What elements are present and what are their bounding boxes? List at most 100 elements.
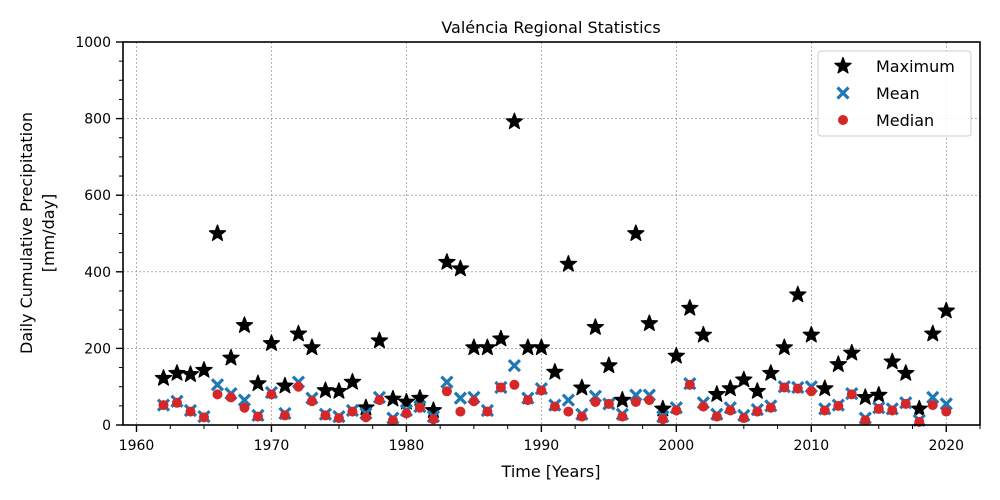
legend-label-maximum: Maximum xyxy=(876,57,955,76)
data-point-median xyxy=(333,413,344,424)
data-point-maximum xyxy=(492,329,510,347)
data-point-mean xyxy=(561,393,576,407)
data-point-median xyxy=(279,410,290,421)
data-point-median xyxy=(347,406,358,417)
data-point-maximum xyxy=(816,379,834,397)
data-point-maximum xyxy=(681,299,699,316)
data-point-maximum xyxy=(613,391,632,408)
data-point-maximum xyxy=(735,370,753,388)
data-point-maximum xyxy=(600,356,618,374)
data-point-median xyxy=(252,411,263,422)
data-point-maximum xyxy=(640,314,659,331)
tick-layer: 1960 1970 1980 1990 2000 2010 2020 0 200 400 600 80… xyxy=(75,35,981,454)
data-point-median xyxy=(428,414,439,425)
data-point-maximum xyxy=(762,364,780,381)
data-point-median xyxy=(266,389,277,400)
data-point-maximum xyxy=(829,355,847,372)
data-point-median xyxy=(738,413,749,424)
data-point-median xyxy=(873,403,884,414)
data-point-maximum xyxy=(708,385,726,402)
data-point-median xyxy=(576,411,587,422)
data-point-median xyxy=(360,412,371,423)
data-point-median xyxy=(792,383,803,394)
data-point-maximum xyxy=(856,388,874,405)
data-point-maximum xyxy=(897,364,915,381)
x-tick-label: 1970 xyxy=(254,438,290,454)
data-point-maximum xyxy=(330,382,348,399)
data-point-maximum xyxy=(181,365,200,382)
data-point-median xyxy=(765,402,776,413)
data-point-median xyxy=(549,401,560,412)
data-point-median xyxy=(603,398,614,409)
data-point-maximum xyxy=(222,348,240,366)
data-point-maximum xyxy=(843,343,861,361)
data-point-median xyxy=(306,396,317,407)
data-point-maximum xyxy=(775,338,793,356)
data-point-maximum xyxy=(208,224,227,241)
data-point-maximum xyxy=(748,382,766,399)
y-axis-label: Daily Cumulative Precipitation [mm/day] xyxy=(17,112,58,354)
data-point-mean xyxy=(440,375,454,389)
x-tick-label: 2020 xyxy=(928,438,964,454)
data-point-maximum xyxy=(384,389,402,407)
data-point-median xyxy=(725,405,736,416)
x-axis-label: Time [Years] xyxy=(501,462,601,481)
data-point-mean xyxy=(939,397,953,411)
x-tick-label: 1990 xyxy=(524,438,560,454)
data-point-median xyxy=(617,411,628,422)
data-point-median xyxy=(495,382,506,393)
data-point-maximum xyxy=(303,338,321,356)
data-point-median xyxy=(374,395,385,406)
x-tick-label: 2010 xyxy=(793,438,829,454)
data-point-maximum xyxy=(559,255,578,272)
data-point-maximum xyxy=(654,399,672,417)
legend-marker-mean xyxy=(836,86,850,100)
data-point-median xyxy=(455,406,466,417)
data-point-median xyxy=(887,405,898,416)
data-point-maximum xyxy=(195,361,213,378)
data-point-mean xyxy=(453,391,468,405)
y-tick-label: 0 xyxy=(102,418,111,434)
data-point-median xyxy=(819,405,830,416)
data-point-median xyxy=(482,406,493,417)
legend-box xyxy=(817,50,972,137)
data-point-median xyxy=(239,402,250,413)
x-tick-label: 1960 xyxy=(119,438,155,454)
data-point-median xyxy=(806,386,817,397)
data-point-median xyxy=(198,412,209,423)
data-point-maximum xyxy=(262,334,281,351)
data-point-median xyxy=(630,397,641,408)
data-point-median xyxy=(441,386,452,397)
data-point-maximum xyxy=(694,325,713,343)
data-point-median xyxy=(185,406,196,417)
data-point-median xyxy=(401,408,412,419)
data-point-median xyxy=(711,411,722,422)
data-point-maximum xyxy=(789,285,807,303)
data-point-maximum xyxy=(667,346,686,364)
data-point-maximum xyxy=(370,331,389,349)
chart-title: Valéncia Regional Statistics xyxy=(441,18,660,37)
data-point-maximum xyxy=(343,373,362,390)
series-layer xyxy=(154,112,955,428)
data-point-maximum xyxy=(802,325,820,343)
data-point-median xyxy=(644,395,655,406)
data-point-median xyxy=(779,382,790,393)
data-point-median xyxy=(684,379,695,390)
legend-marker-median xyxy=(838,115,848,125)
data-point-median xyxy=(671,405,682,416)
data-point-median xyxy=(590,397,601,408)
data-point-maximum xyxy=(235,316,254,333)
x-tick-label: 2000 xyxy=(659,438,695,454)
data-point-maximum xyxy=(870,386,888,403)
data-point-median xyxy=(846,389,857,400)
legend-markers xyxy=(834,56,852,125)
data-point-maximum xyxy=(505,112,524,130)
data-point-median xyxy=(509,379,520,390)
data-point-maximum xyxy=(883,352,901,370)
legend: Maximum Mean Median xyxy=(817,50,972,137)
data-point-maximum xyxy=(397,392,416,410)
data-point-median xyxy=(522,395,533,406)
data-point-median xyxy=(171,397,182,408)
data-point-median xyxy=(293,381,304,392)
